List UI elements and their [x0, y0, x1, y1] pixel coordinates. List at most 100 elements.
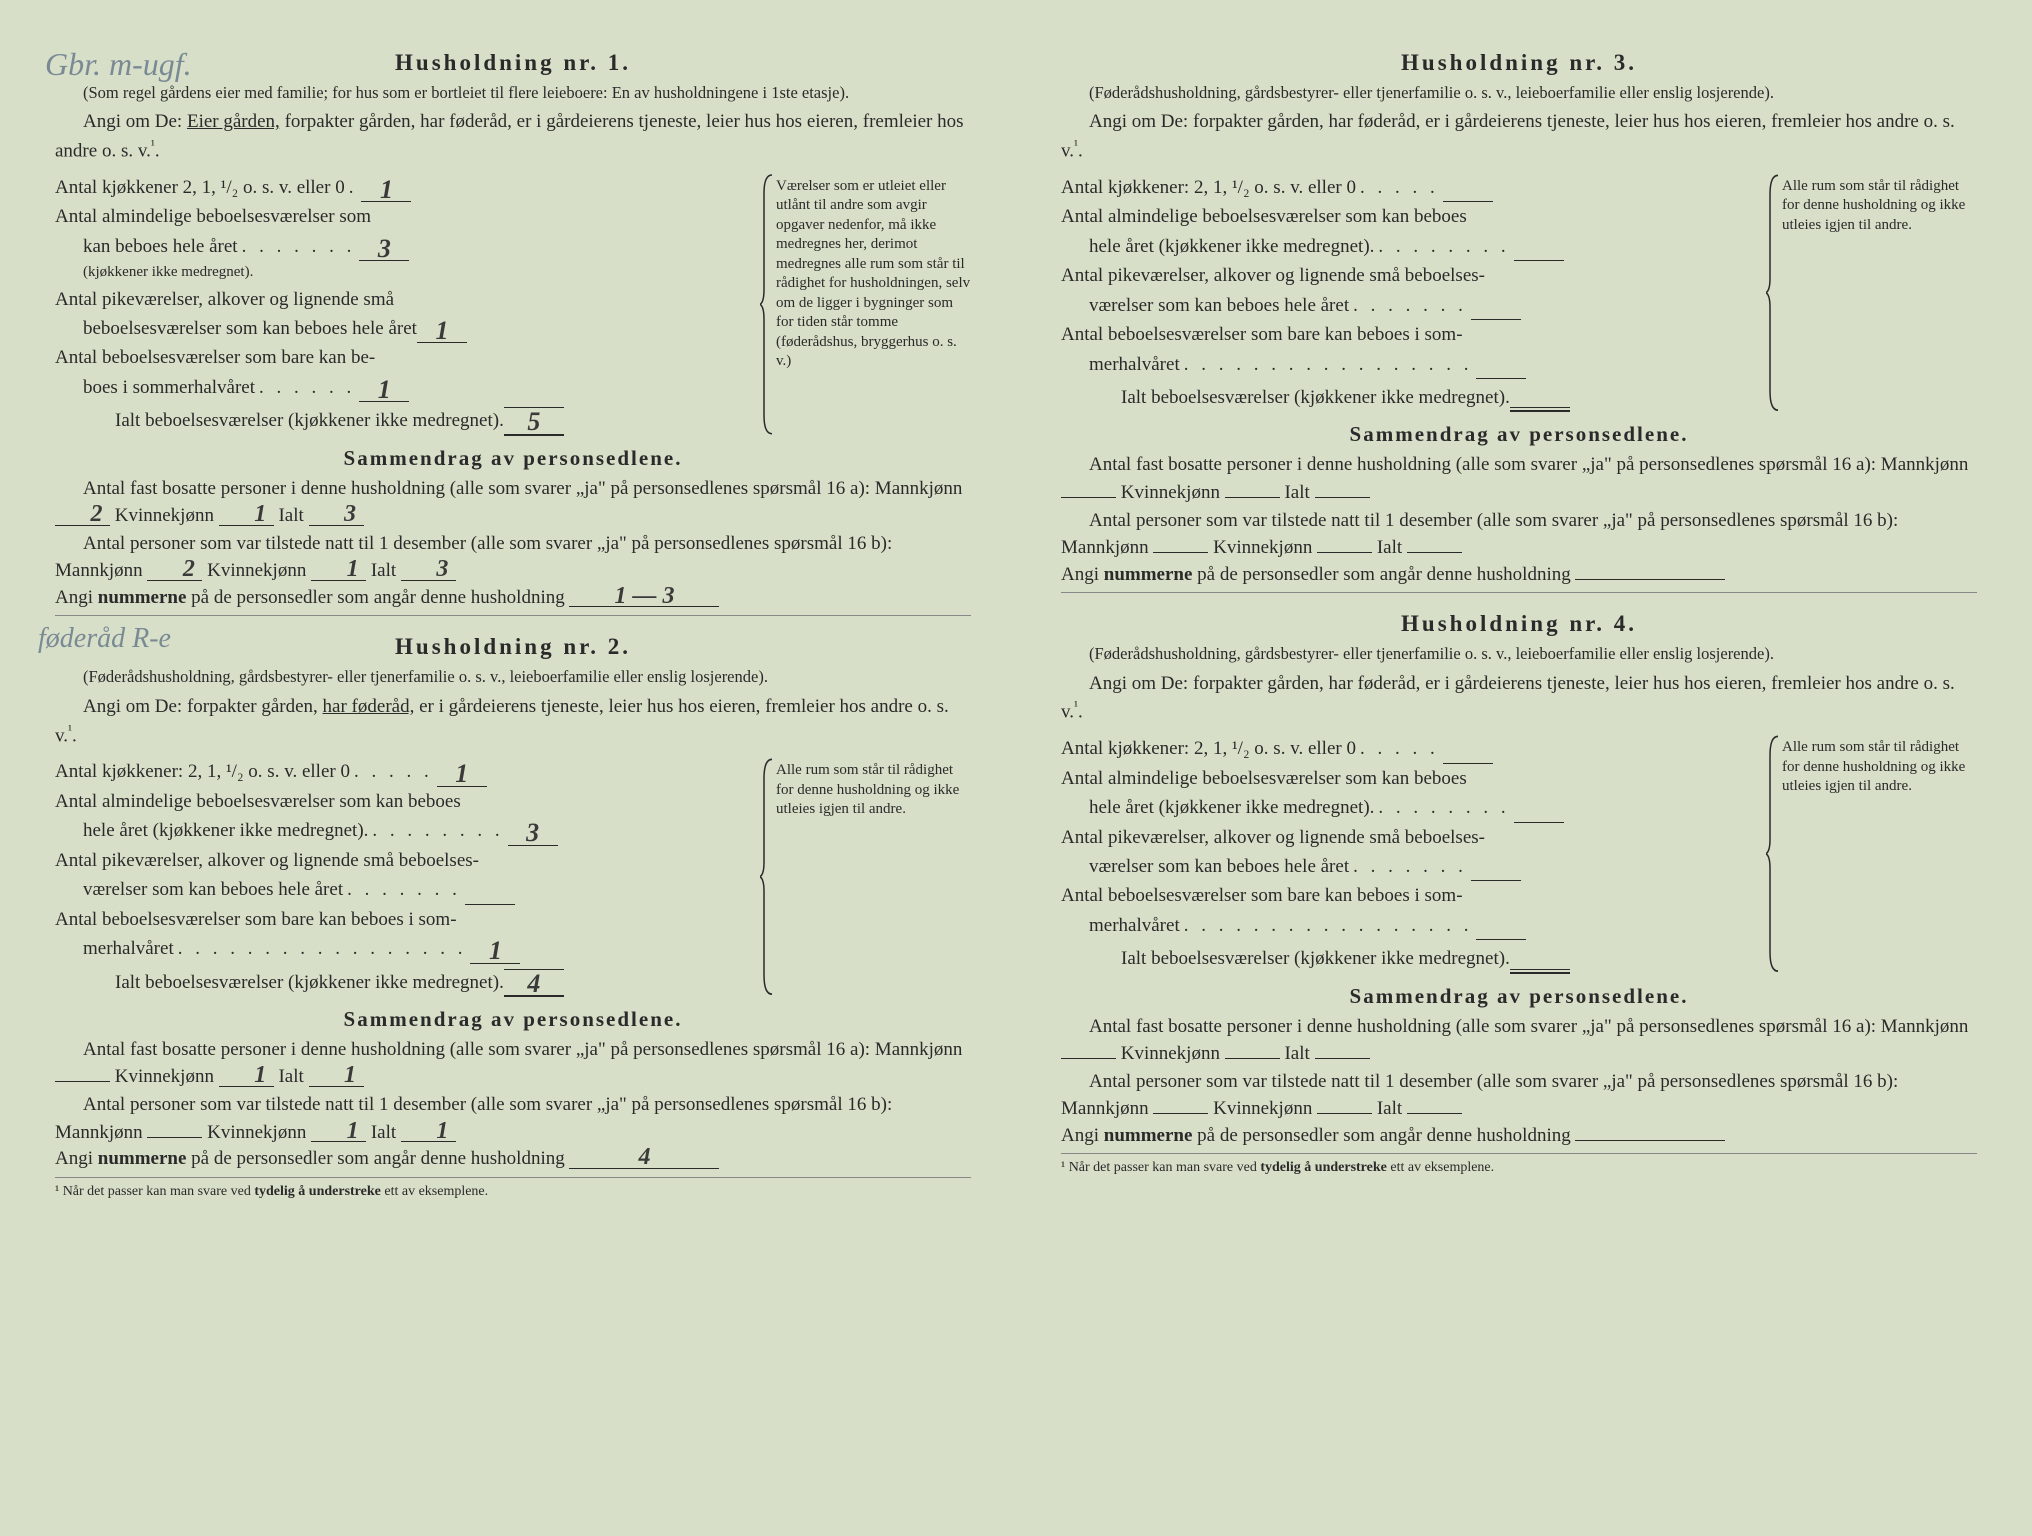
hh3-sb-text-c: Ialt: [1377, 537, 1402, 558]
hh4-sa-mann: [1061, 1058, 1116, 1059]
hh3-ialt-value: [1510, 407, 1570, 412]
footnote-left: ¹ Når det passer kan man svare ved tydel…: [55, 1184, 971, 1200]
hh4-angi-num: Angi nummerne på de personsedler som ang…: [1061, 1123, 1977, 1155]
household-3: Husholdning nr. 3. (Føderådshusholdning,…: [1061, 50, 1977, 593]
hh2-angi-num-value: 4: [569, 1147, 719, 1168]
hh4-sb-kvinne: [1317, 1113, 1372, 1114]
hh2-sommer-row: merhalvåret . . . . . . . . . . . . . . …: [55, 934, 764, 963]
hh4-subtitle: (Føderådshusholdning, gårdsbestyrer- ell…: [1061, 643, 1977, 664]
dots: . . . . . . . . . . . . . . . . .: [1180, 911, 1477, 940]
hh3-fields: Antal kjøkkener: 2, 1, ¹/₂ o. s. v. elle…: [1061, 173, 1977, 413]
hh4-summary-b: Antal personer som var tilstede natt til…: [1061, 1068, 1977, 1123]
hh3-angi-num: Angi nummerne på de personsedler som ang…: [1061, 562, 1977, 594]
hh3-sa-kvinne: [1225, 497, 1280, 498]
hh1-sb-text-c: Ialt: [371, 560, 396, 581]
hh4-sommer-row: merhalvåret . . . . . . . . . . . . . . …: [1061, 911, 1770, 940]
nummerne: nummerne: [98, 587, 187, 608]
hh3-kjokkener-label: Antal kjøkkener: 2, 1, ¹/₂ o. s. v. elle…: [1061, 173, 1356, 202]
hh1-kjokkener-row: Antal kjøkkener 2, 1, ¹/₂ o. s. v. eller…: [55, 173, 764, 202]
hh4-ialt-value: [1510, 969, 1570, 974]
hh2-alm-a: Antal almindelige beboelsesværelser som …: [55, 787, 764, 816]
hh1-alm-value: 3: [359, 237, 409, 261]
hh1-angi-prefix: Angi om De:: [83, 111, 187, 132]
hh2-summary-a: Antal fast bosatte personer i denne hush…: [55, 1036, 971, 1091]
hh3-angi-prefix: Angi om De: forpakter gården, har føderå…: [1061, 111, 1955, 161]
hh4-ialt-label: Ialt beboelsesværelser (kjøkkener ikke m…: [1121, 944, 1510, 973]
hh4-sidenote: Alle rum som står til rådighet for denne…: [1782, 734, 1977, 974]
hh3-ialt-label: Ialt beboelsesværelser (kjøkkener ikke m…: [1121, 383, 1510, 412]
hh1-angi-num-value: 1 — 3: [569, 586, 719, 607]
hh2-sa-text-c: Ialt: [278, 1066, 303, 1087]
hh4-sa-kvinne: [1225, 1058, 1280, 1059]
hh4-pike-row: værelser som kan beboes hele året . . . …: [1061, 852, 1770, 881]
hh2-ialt-label: Ialt beboelsesværelser (kjøkkener ikke m…: [115, 968, 504, 997]
hh1-sa-text-c: Ialt: [278, 505, 303, 526]
hh1-alm-row: kan beboes hele året . . . . . . . 3: [55, 232, 764, 261]
hh2-sa-kvinne: 1: [219, 1065, 274, 1086]
hh3-alm-b: hele året (kjøkkener ikke medregnet).: [1089, 232, 1374, 261]
hh1-fields-left: Antal kjøkkener 2, 1, ¹/₂ o. s. v. eller…: [55, 173, 764, 436]
hh2-alm-value: 3: [508, 821, 558, 845]
hh4-sommer-a: Antal beboelsesværelser som bare kan beb…: [1061, 881, 1770, 910]
hh1-sb-text-b: Kvinnekjønn: [207, 560, 306, 581]
hh3-angi-num-value: [1575, 579, 1725, 580]
hh4-sb-text: Antal personer som var tilstede natt til…: [1061, 1071, 1898, 1120]
dots: . . . . .: [1356, 173, 1443, 202]
hh3-pike-b: værelser som kan beboes hele året: [1089, 291, 1349, 320]
hh2-sommer-value: 1: [470, 939, 520, 963]
hh1-angi: Angi om De: Eier gården, forpakter gårde…: [55, 109, 971, 165]
dots: . . . . . . .: [343, 875, 465, 904]
hh1-angi-num: Angi nummerne på de personsedler som ang…: [55, 585, 971, 617]
hh1-sa-mann: 2: [55, 504, 110, 525]
hh1-alm-note: (kjøkkener ikke medregnet).: [55, 261, 764, 284]
hh2-kjokkener-value: 1: [437, 762, 487, 786]
hh1-angi-underline: Eier gården,: [187, 111, 280, 132]
hh2-title: Husholdning nr. 2.: [55, 634, 971, 660]
hh1-summary-title: Sammendrag av personsedlene.: [55, 446, 971, 471]
tydelig: tydelig å understreke: [254, 1184, 381, 1199]
hh2-sb-text-c: Ialt: [371, 1122, 396, 1143]
hh2-sb-text: Antal personer som var tilstede natt til…: [55, 1094, 892, 1143]
hh4-fields-left: Antal kjøkkener: 2, 1, ¹/₂ o. s. v. elle…: [1061, 734, 1770, 974]
hh2-sidenote: Alle rum som står til rådighet for denne…: [776, 757, 971, 997]
hh1-ialt-value: 5: [504, 407, 564, 435]
hh2-kjokkener-label: Antal kjøkkener: 2, 1, ¹/₂ o. s. v. elle…: [55, 757, 350, 786]
hh1-pike-row: beboelsesværelser som kan beboes hele år…: [55, 314, 764, 343]
brace-icon: [760, 173, 774, 436]
hh2-sb-kvinne: 1: [311, 1121, 366, 1142]
hh4-fields: Antal kjøkkener: 2, 1, ¹/₂ o. s. v. elle…: [1061, 734, 1977, 974]
sup-1: ¹: [151, 137, 155, 152]
hh2-sa-text-b: Kvinnekjønn: [115, 1066, 214, 1087]
hh4-pike-b: værelser som kan beboes hele året: [1089, 852, 1349, 881]
hh4-sb-text-b: Kvinnekjønn: [1213, 1098, 1312, 1119]
dots: . . . . .: [1356, 734, 1443, 763]
hh1-subtitle: (Som regel gårdens eier med familie; for…: [55, 82, 971, 103]
hh3-sb-text: Antal personer som var tilstede natt til…: [1061, 510, 1898, 559]
dots: . . . . . . . .: [368, 816, 507, 845]
hh4-alm-row: hele året (kjøkkener ikke medregnet). . …: [1061, 793, 1770, 822]
footnote-right: ¹ Når det passer kan man svare ved tydel…: [1061, 1160, 1977, 1176]
hh2-sb-ialt: 1: [401, 1121, 456, 1142]
handwritten-mid: føderåd R-e: [38, 625, 171, 653]
hh3-title: Husholdning nr. 3.: [1061, 50, 1977, 76]
household-2: Husholdning nr. 2. (Føderådshusholdning,…: [55, 634, 971, 1199]
hh1-alm-a: Antal almindelige beboelsesværelser som: [55, 202, 764, 231]
hh3-ialt-row: Ialt beboelsesværelser (kjøkkener ikke m…: [1061, 383, 1770, 412]
dots: . . . . . . .: [1349, 291, 1471, 320]
hh3-sa-text: Antal fast bosatte personer i denne hush…: [1089, 454, 1968, 475]
dots: . . . . . .: [255, 373, 359, 402]
hh1-pike-b: beboelsesværelser som kan beboes hele år…: [83, 314, 417, 343]
dots: . . . . . . . . . . . . . . . . .: [1180, 350, 1477, 379]
hh2-angi-prefix: Angi om De: forpakter gården,: [83, 696, 323, 717]
hh3-pike-a: Antal pikeværelser, alkover og lignende …: [1061, 261, 1770, 290]
hh2-sommer-a: Antal beboelsesværelser som bare kan beb…: [55, 905, 764, 934]
hh3-summary-title: Sammendrag av personsedlene.: [1061, 422, 1977, 447]
dots: . . . . .: [350, 757, 437, 786]
hh1-sidenote: Værelser som er utleiet eller utlånt til…: [776, 173, 971, 436]
hh4-alm-a: Antal almindelige beboelsesværelser som …: [1061, 764, 1770, 793]
brace-icon: [1766, 734, 1780, 974]
right-page: Husholdning nr. 3. (Føderådshusholdning,…: [1016, 30, 2032, 1506]
hh1-alm-b: kan beboes hele året: [83, 232, 238, 261]
nummerne: nummerne: [98, 1148, 187, 1169]
hh1-sb-ialt: 3: [401, 559, 456, 580]
